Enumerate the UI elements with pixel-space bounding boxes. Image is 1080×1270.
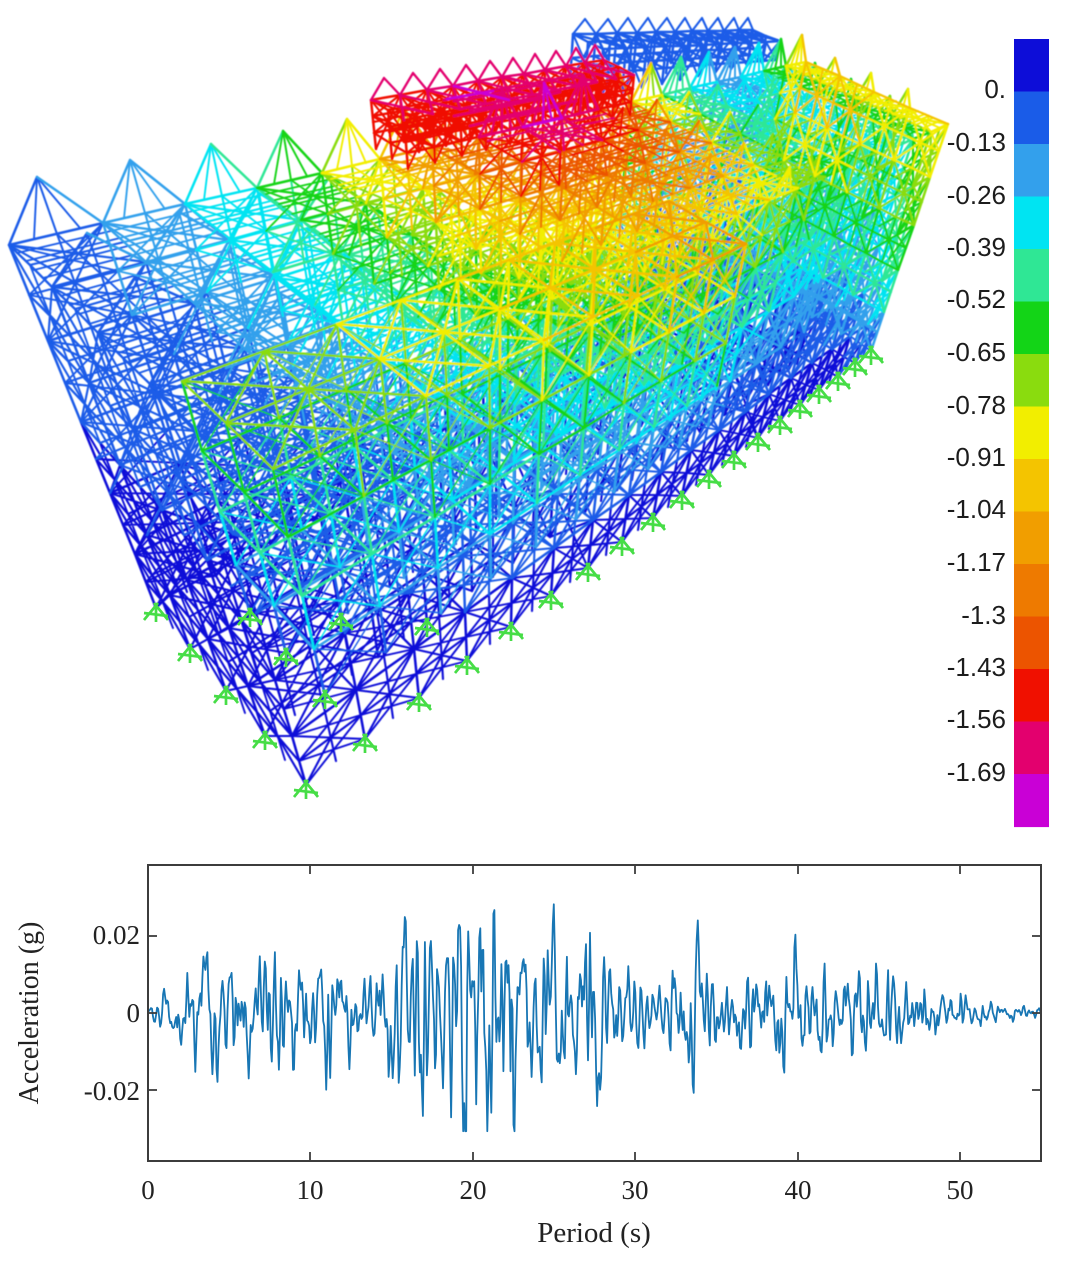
svg-text:0.02: 0.02 xyxy=(93,920,140,950)
svg-text:0: 0 xyxy=(127,998,141,1028)
svg-text:-0.65: -0.65 xyxy=(947,337,1006,367)
svg-text:-0.52: -0.52 xyxy=(947,284,1006,314)
svg-text:0: 0 xyxy=(141,1175,155,1205)
svg-text:-0.26: -0.26 xyxy=(947,180,1006,210)
svg-text:-1.56: -1.56 xyxy=(947,704,1006,734)
svg-text:-1.17: -1.17 xyxy=(947,547,1006,577)
svg-text:-0.39: -0.39 xyxy=(947,232,1006,262)
svg-text:-1.43: -1.43 xyxy=(947,652,1006,682)
svg-text:-0.02: -0.02 xyxy=(84,1076,140,1106)
svg-text:-1.69: -1.69 xyxy=(947,757,1006,787)
svg-text:-1.04: -1.04 xyxy=(947,494,1006,524)
svg-text:30: 30 xyxy=(622,1175,649,1205)
svg-text:-0.91: -0.91 xyxy=(947,442,1006,472)
svg-text:50: 50 xyxy=(947,1175,974,1205)
svg-text:20: 20 xyxy=(460,1175,487,1205)
svg-text:0.: 0. xyxy=(984,74,1006,104)
svg-text:40: 40 xyxy=(785,1175,812,1205)
svg-text:-0.13: -0.13 xyxy=(947,127,1006,157)
svg-text:Period (s): Period (s) xyxy=(537,1217,651,1249)
svg-text:-1.3: -1.3 xyxy=(961,600,1006,630)
svg-text:Acceleration (g): Acceleration (g) xyxy=(14,922,45,1105)
svg-text:10: 10 xyxy=(297,1175,324,1205)
svg-text:-0.78: -0.78 xyxy=(947,390,1006,420)
